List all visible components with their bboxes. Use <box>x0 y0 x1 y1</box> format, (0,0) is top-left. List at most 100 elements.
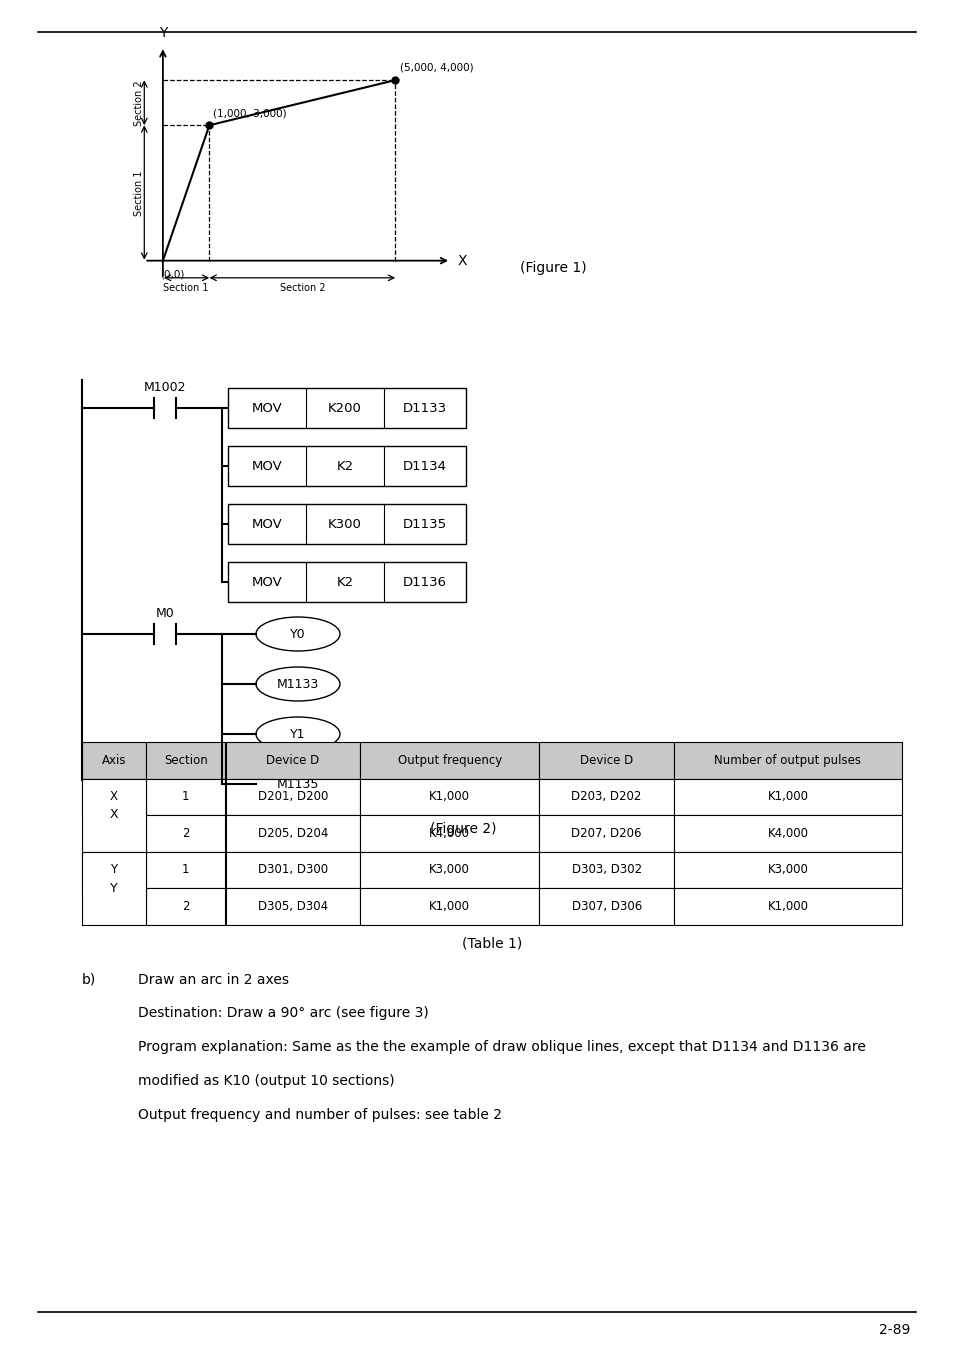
Ellipse shape <box>255 617 339 651</box>
Bar <box>82 779 146 852</box>
Text: M1002: M1002 <box>144 381 186 394</box>
Bar <box>538 743 673 779</box>
Text: K200: K200 <box>328 401 361 414</box>
Text: Y1: Y1 <box>290 728 305 741</box>
Text: 2-89: 2-89 <box>878 1323 909 1336</box>
Bar <box>673 888 901 925</box>
Bar <box>146 852 225 888</box>
Text: K4,000: K4,000 <box>429 826 470 840</box>
Text: K4,000: K4,000 <box>766 826 807 840</box>
Text: X: X <box>110 790 118 803</box>
Text: K300: K300 <box>328 517 361 531</box>
Bar <box>673 815 901 852</box>
Bar <box>359 815 538 852</box>
Text: K1,000: K1,000 <box>766 899 807 913</box>
Text: K1,000: K1,000 <box>766 790 807 803</box>
Text: D205, D204: D205, D204 <box>257 826 328 840</box>
Bar <box>225 743 359 779</box>
Bar <box>359 852 538 888</box>
Text: Device D: Device D <box>579 753 633 767</box>
Bar <box>146 815 225 852</box>
Text: M1133: M1133 <box>276 678 319 690</box>
Text: Y0: Y0 <box>290 628 306 640</box>
Text: 1: 1 <box>182 863 190 876</box>
Text: 1: 1 <box>182 790 190 803</box>
Text: D1136: D1136 <box>402 575 447 589</box>
Bar <box>538 852 673 888</box>
Text: K1,000: K1,000 <box>429 790 470 803</box>
Bar <box>538 888 673 925</box>
Text: (Figure 2): (Figure 2) <box>430 822 496 836</box>
Text: D1135: D1135 <box>402 517 447 531</box>
Bar <box>673 779 901 815</box>
Text: Section: Section <box>164 753 208 767</box>
Text: (1,000, 3,000): (1,000, 3,000) <box>213 108 287 119</box>
Bar <box>228 504 465 544</box>
Text: Program explanation: Same as the the example of draw oblique lines, except that : Program explanation: Same as the the exa… <box>138 1041 865 1054</box>
Text: 2: 2 <box>182 899 190 913</box>
Bar <box>225 779 359 815</box>
Text: Output frequency and number of pulses: see table 2: Output frequency and number of pulses: s… <box>138 1108 501 1122</box>
Ellipse shape <box>255 767 339 801</box>
Text: Y: Y <box>158 27 167 40</box>
Bar <box>82 852 146 888</box>
Text: MOV: MOV <box>252 517 282 531</box>
Text: Section 1: Section 1 <box>163 284 209 293</box>
Bar <box>359 888 538 925</box>
Bar <box>673 743 901 779</box>
Text: (Figure 1): (Figure 1) <box>519 261 586 275</box>
Text: D1134: D1134 <box>402 459 447 472</box>
Bar <box>359 779 538 815</box>
Text: modified as K10 (output 10 sections): modified as K10 (output 10 sections) <box>138 1075 395 1088</box>
Bar <box>359 743 538 779</box>
Text: 2: 2 <box>182 826 190 840</box>
Bar <box>225 888 359 925</box>
Text: Y: Y <box>111 863 117 876</box>
Ellipse shape <box>255 667 339 701</box>
Bar <box>146 779 225 815</box>
Text: Device D: Device D <box>266 753 319 767</box>
Bar <box>82 779 146 815</box>
Text: K1,000: K1,000 <box>429 899 470 913</box>
Bar <box>538 779 673 815</box>
Text: Section 2: Section 2 <box>133 80 144 126</box>
Text: K3,000: K3,000 <box>429 863 470 876</box>
Text: Output frequency: Output frequency <box>397 753 501 767</box>
Text: D301, D300: D301, D300 <box>257 863 328 876</box>
Text: X: X <box>110 809 118 822</box>
Text: K2: K2 <box>336 575 354 589</box>
Bar <box>538 815 673 852</box>
Ellipse shape <box>255 717 339 751</box>
Text: Destination: Draw a 90° arc (see figure 3): Destination: Draw a 90° arc (see figure … <box>138 1007 428 1021</box>
Text: MOV: MOV <box>252 401 282 414</box>
Bar <box>225 852 359 888</box>
Bar <box>225 815 359 852</box>
Text: Section 1: Section 1 <box>133 170 144 216</box>
Text: MOV: MOV <box>252 459 282 472</box>
Text: D203, D202: D203, D202 <box>571 790 641 803</box>
Text: (5,000, 4,000): (5,000, 4,000) <box>399 62 473 72</box>
Bar <box>146 743 225 779</box>
Bar <box>228 446 465 486</box>
Text: X: X <box>457 254 467 267</box>
Text: D201, D200: D201, D200 <box>257 790 328 803</box>
Text: D305, D304: D305, D304 <box>257 899 328 913</box>
Bar <box>146 888 225 925</box>
Bar <box>82 852 146 925</box>
Text: D307, D306: D307, D306 <box>571 899 641 913</box>
Text: Axis: Axis <box>102 753 126 767</box>
Bar <box>228 387 465 428</box>
Text: K2: K2 <box>336 459 354 472</box>
Bar <box>82 743 146 779</box>
Bar <box>228 562 465 602</box>
Text: M1135: M1135 <box>276 778 319 791</box>
Text: (Table 1): (Table 1) <box>461 937 521 950</box>
Text: M0: M0 <box>155 608 174 620</box>
Text: Number of output pulses: Number of output pulses <box>714 753 861 767</box>
Text: b): b) <box>82 972 96 987</box>
Text: D1133: D1133 <box>402 401 447 414</box>
Text: (0,0): (0,0) <box>160 270 185 279</box>
Text: Section 2: Section 2 <box>279 284 325 293</box>
Text: K3,000: K3,000 <box>767 863 807 876</box>
Text: MOV: MOV <box>252 575 282 589</box>
